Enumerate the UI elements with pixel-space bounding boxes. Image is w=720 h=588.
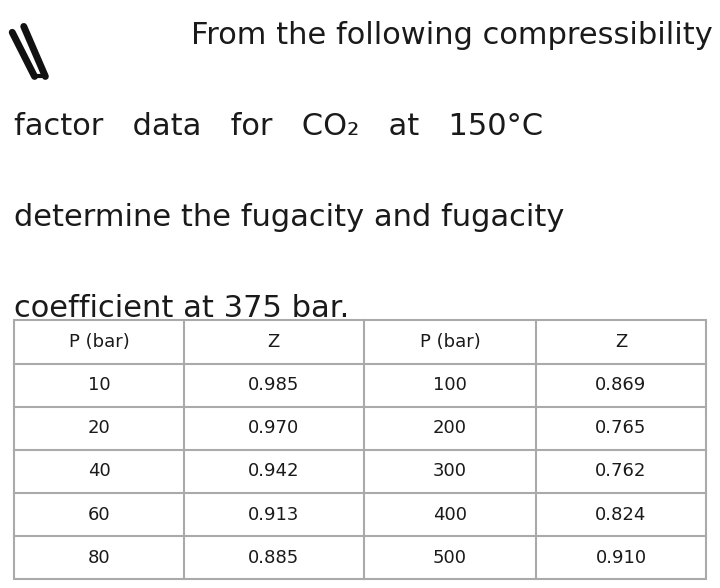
Text: 0.913: 0.913 (248, 506, 300, 523)
Text: 0.869: 0.869 (595, 376, 647, 394)
Text: P (bar): P (bar) (68, 333, 130, 351)
Text: 0.765: 0.765 (595, 419, 647, 437)
Bar (14, 320, 706, 579)
Text: From the following compressibility: From the following compressibility (191, 21, 713, 49)
Text: 400: 400 (433, 506, 467, 523)
Text: 200: 200 (433, 419, 467, 437)
Text: 40: 40 (88, 462, 110, 480)
Text: factor   data   for   CO₂   at   150°C: factor data for CO₂ at 150°C (184, 112, 713, 141)
Text: coefficient at 375 bar.: coefficient at 375 bar. (14, 294, 350, 323)
Text: factor   data   for   CO₂   at   150°C: factor data for CO₂ at 150°C (14, 112, 544, 141)
Text: 300: 300 (433, 462, 467, 480)
Text: 0.824: 0.824 (595, 506, 647, 523)
Text: 60: 60 (88, 506, 110, 523)
Text: 80: 80 (88, 549, 110, 567)
Text: 500: 500 (433, 549, 467, 567)
Text: 0.985: 0.985 (248, 376, 300, 394)
Text: determine the fugacity and fugacity: determine the fugacity and fugacity (14, 203, 564, 232)
Text: 10: 10 (88, 376, 110, 394)
Text: Z: Z (615, 333, 627, 351)
Text: 0.910: 0.910 (595, 549, 647, 567)
Text: 0.762: 0.762 (595, 462, 647, 480)
Text: 0.885: 0.885 (248, 549, 300, 567)
Text: P (bar): P (bar) (420, 333, 480, 351)
Text: 0.970: 0.970 (248, 419, 300, 437)
Text: 20: 20 (88, 419, 110, 437)
Text: Z: Z (267, 333, 280, 351)
Text: 0.942: 0.942 (248, 462, 300, 480)
Text: 100: 100 (433, 376, 467, 394)
